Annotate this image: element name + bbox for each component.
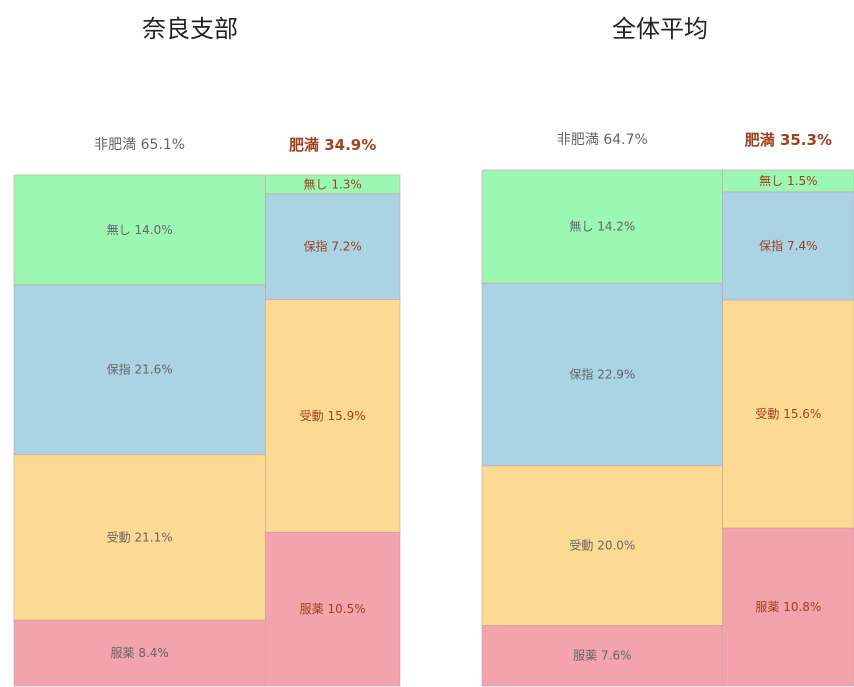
segment-label: 服薬 10.8% xyxy=(755,600,821,614)
chart-title: 奈良支部 xyxy=(142,15,238,43)
segment-label: 無し 14.0% xyxy=(107,221,173,236)
column-name: 非肥満 xyxy=(94,137,136,153)
column-value: 64.7% xyxy=(603,132,647,148)
segment-value: 1.3% xyxy=(331,177,362,191)
segment-value: 21.6% xyxy=(135,362,173,376)
series-name: 服薬 xyxy=(300,602,324,616)
segment xyxy=(13,454,266,621)
segment-label: 服薬 10.5% xyxy=(300,602,366,616)
column-header: 非肥満 64.7% xyxy=(557,132,648,148)
segment-value: 15.9% xyxy=(328,408,366,422)
series-name: 服薬 xyxy=(755,600,779,614)
series-name: 受動 xyxy=(569,538,593,552)
segment xyxy=(13,284,266,455)
segment xyxy=(481,465,723,626)
series-name: 服薬 xyxy=(573,648,597,662)
segment-value: 8.4% xyxy=(138,646,169,660)
segment xyxy=(13,174,266,286)
column-name: 肥満 xyxy=(745,131,775,149)
segment xyxy=(722,299,854,529)
segment-value: 7.6% xyxy=(601,648,632,662)
segment-label: 保指 7.2% xyxy=(303,238,361,253)
series-name: 受動 xyxy=(107,530,131,544)
series-name: 受動 xyxy=(755,407,779,421)
segment-label: 保指 21.6% xyxy=(107,361,173,376)
series-name: 無し xyxy=(569,218,593,233)
segment-value: 7.4% xyxy=(787,239,818,253)
column-name: 非肥満 xyxy=(557,132,599,148)
column-header: 肥満 34.9% xyxy=(289,136,376,154)
segment-value: 20.0% xyxy=(597,538,635,552)
column-value: 65.1% xyxy=(141,137,185,153)
segment-value: 7.2% xyxy=(331,239,362,253)
segment xyxy=(264,299,401,533)
series-name: 保指 xyxy=(107,361,131,376)
segment-label: 服薬 8.4% xyxy=(110,646,168,660)
segment-value: 10.8% xyxy=(783,600,821,614)
series-name: 無し xyxy=(107,221,131,236)
column-value: 35.3% xyxy=(780,131,832,149)
segment-value: 10.5% xyxy=(328,602,366,616)
segment-label: 服薬 7.6% xyxy=(573,648,631,662)
series-name: 保指 xyxy=(759,238,783,253)
segment-label: 無し 1.3% xyxy=(303,176,361,191)
series-name: 無し xyxy=(303,176,327,191)
segment-label: 受動 21.1% xyxy=(107,530,173,544)
segment xyxy=(481,625,723,687)
segment xyxy=(264,531,401,687)
segment xyxy=(481,169,723,284)
segment-value: 22.9% xyxy=(597,367,635,381)
segment-value: 14.2% xyxy=(597,219,635,233)
series-name: 保指 xyxy=(303,238,327,253)
chart-title: 全体平均 xyxy=(612,15,708,43)
segment-label: 無し 1.5% xyxy=(759,172,817,187)
segment-value: 1.5% xyxy=(787,173,818,187)
segment xyxy=(722,191,854,301)
series-name: 受動 xyxy=(300,408,324,422)
segment xyxy=(13,619,266,687)
segment-label: 保指 7.4% xyxy=(759,238,817,253)
segment-value: 14.0% xyxy=(135,222,173,236)
segment-label: 受動 15.6% xyxy=(755,407,821,421)
segment-value: 15.6% xyxy=(783,407,821,421)
segment xyxy=(722,527,854,687)
segment-label: 保指 22.9% xyxy=(569,366,635,381)
series-name: 無し xyxy=(759,172,783,187)
column-header: 肥満 35.3% xyxy=(745,131,832,149)
segment xyxy=(481,282,723,467)
segment-label: 無し 14.2% xyxy=(569,218,635,233)
column-name: 肥満 xyxy=(289,136,319,154)
segment-value: 21.1% xyxy=(135,530,173,544)
segment-label: 受動 20.0% xyxy=(569,538,635,552)
segment-label: 受動 15.9% xyxy=(300,408,366,422)
series-name: 保指 xyxy=(569,366,593,381)
column-value: 34.9% xyxy=(324,136,376,154)
series-name: 服薬 xyxy=(110,646,134,660)
column-header: 非肥満 65.1% xyxy=(94,137,185,153)
